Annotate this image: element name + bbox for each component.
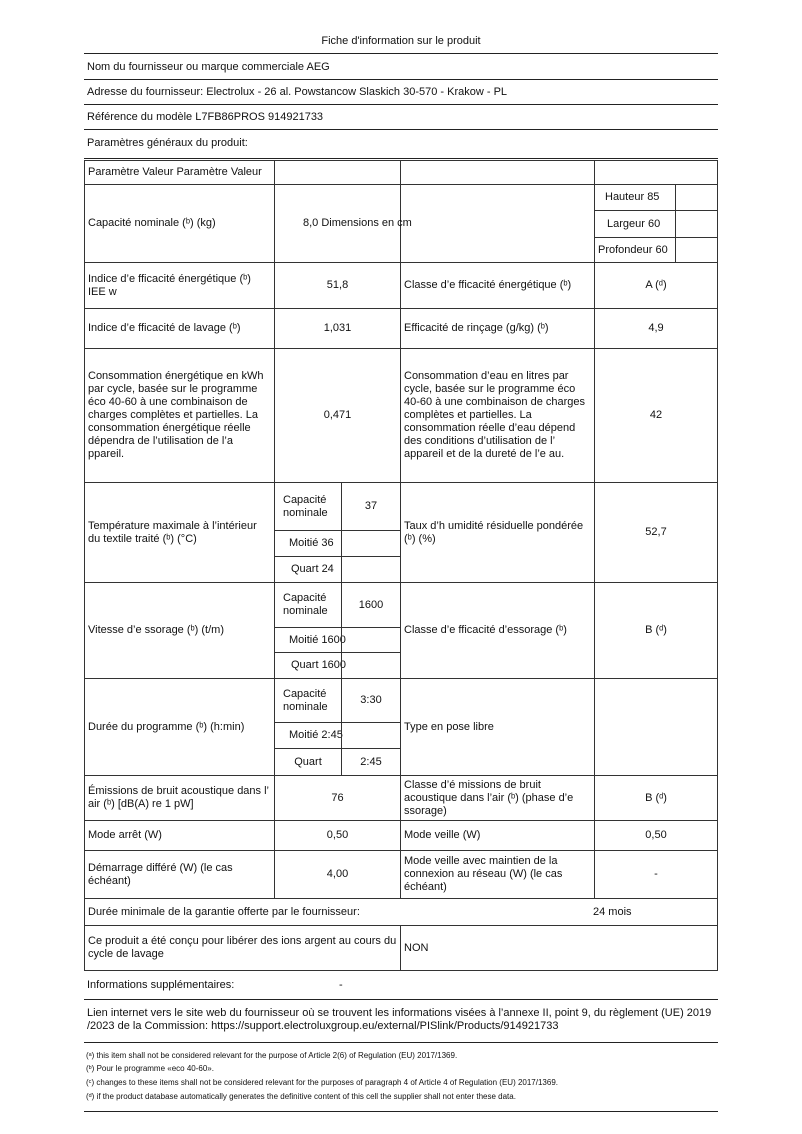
extra-info-label: Informations supplémentaires: [87, 978, 235, 991]
footnote-a: (ᵃ) this item shall not be considered re… [86, 1051, 458, 1060]
delay-start-value: 4,00 [274, 850, 401, 899]
footnote-b: (ᵇ) Pour le programme «eco 40-60». [86, 1064, 214, 1073]
off-mode-value: 0,50 [274, 820, 401, 851]
spin-class-value: B (ᵈ) [594, 582, 718, 679]
standby-value: 0,50 [594, 820, 718, 851]
temp-half: Moitié 36 [274, 530, 401, 557]
supplier-link[interactable]: Lien internet vers le site web du fourni… [87, 1007, 712, 1032]
header-empty [400, 160, 595, 185]
water-consumption-value: 42 [594, 348, 718, 483]
energy-consumption-value: 0,471 [274, 348, 401, 483]
silver-ions-value: NON [400, 925, 718, 971]
extra-info-value: - [339, 978, 343, 991]
general-parameters-heading: Paramètres généraux du produit: [87, 136, 248, 149]
wash-index-value: 1,031 [274, 308, 401, 349]
empty-cell [594, 678, 718, 776]
duration-half: Moitié 2:45 [274, 722, 401, 749]
duration-label: Durée du programme (ᵇ) (h:min) [84, 678, 275, 776]
duration-quarter-label: Quart [274, 748, 342, 776]
off-mode-label: Mode arrêt (W) [84, 820, 275, 851]
supplier-name: Nom du fournisseur ou marque commerciale… [87, 60, 330, 73]
capacity-value: 8,0 Dimensions en cm [303, 217, 412, 229]
spin-half: Moitié 1600 [274, 627, 401, 653]
iee-value: 51,8 [274, 262, 401, 309]
footnote-d: (ᵈ) if the product database automaticall… [86, 1092, 516, 1101]
spin-class-label: Classe d’e fficacité d’essorage (ᵇ) [400, 582, 595, 679]
delay-start-label: Démarrage différé (W) (le cas échéant) [84, 850, 275, 899]
wash-index-label: Indice d’e fficacité de lavage (ᵇ) [84, 308, 275, 349]
depth-value: Profondeur 60 [594, 237, 718, 263]
page-title: Fiche d'information sur le produit [321, 34, 481, 47]
energy-consumption-label: Consommation énergétique en kWh par cycl… [84, 348, 275, 483]
humidity-value: 52,7 [594, 482, 718, 583]
spin-speed-label: Vitesse d’e ssorage (ᵇ) (t/m) [84, 582, 275, 679]
spin-full-value: 1600 [341, 582, 401, 628]
temp-quarter: Quart 24 [274, 556, 401, 583]
iee-label: Indice d’e fficacité énergétique (ᵇ) IEE… [84, 262, 275, 309]
duration-full-label: Capacité nominale [274, 678, 342, 723]
capacity-label: Capacité nominale (ᵇ) (kg) [84, 184, 275, 263]
temperature-label: Température maximale à l’intérieur du te… [84, 482, 275, 583]
temp-full-value: 37 [341, 482, 401, 531]
spin-quarter: Quart 1600 [274, 652, 401, 679]
width-value: Largeur 60 [594, 210, 718, 238]
network-standby-value: - [594, 850, 718, 899]
noise-class-label: Classe d’é missions de bruit acoustique … [400, 775, 595, 821]
network-standby-label: Mode veille avec maintien de la connexio… [400, 850, 595, 899]
rinse-value: 4,9 [594, 308, 718, 349]
energy-class-label: Classe d’e fficacité énergétique (ᵇ) [400, 262, 595, 309]
temp-full-label: Capacité nominale [274, 482, 342, 531]
header-empty [274, 160, 401, 185]
rinse-label: Efficacité de rinçage (g/kg) (ᵇ) [400, 308, 595, 349]
warranty-value: 24 mois [593, 905, 632, 918]
standby-label: Mode veille (W) [400, 820, 595, 851]
energy-class-value: A (ᵈ) [594, 262, 718, 309]
silver-ions-label: Ce produit a été conçu pour libérer des … [84, 925, 401, 971]
header-empty [594, 160, 718, 185]
duration-quarter-value: 2:45 [341, 748, 401, 776]
install-type: Type en pose libre [400, 678, 595, 776]
footnote-c: (ᶜ) changes to these items shall not be … [86, 1078, 558, 1087]
supplier-address: Adresse du fournisseur: Electrolux - 26 … [87, 85, 508, 98]
water-consumption-label: Consommation d’eau en litres par cycle, … [400, 348, 595, 483]
humidity-label: Taux d’h umidité résiduelle pondérée (ᵇ)… [400, 482, 595, 583]
noise-label: Émissions de bruit acoustique dans l’ ai… [84, 775, 275, 821]
duration-full-value: 3:30 [341, 678, 401, 723]
spin-full-label: Capacité nominale [274, 582, 342, 628]
noise-class-value: B (ᵈ) [594, 775, 718, 821]
header-cell: Paramètre Valeur Paramètre Valeur [84, 160, 275, 185]
noise-value: 76 [274, 775, 401, 821]
model-reference: Référence du modèle L7FB86PROS 914921733 [87, 110, 324, 123]
height-value: Hauteur 85 [594, 184, 718, 211]
